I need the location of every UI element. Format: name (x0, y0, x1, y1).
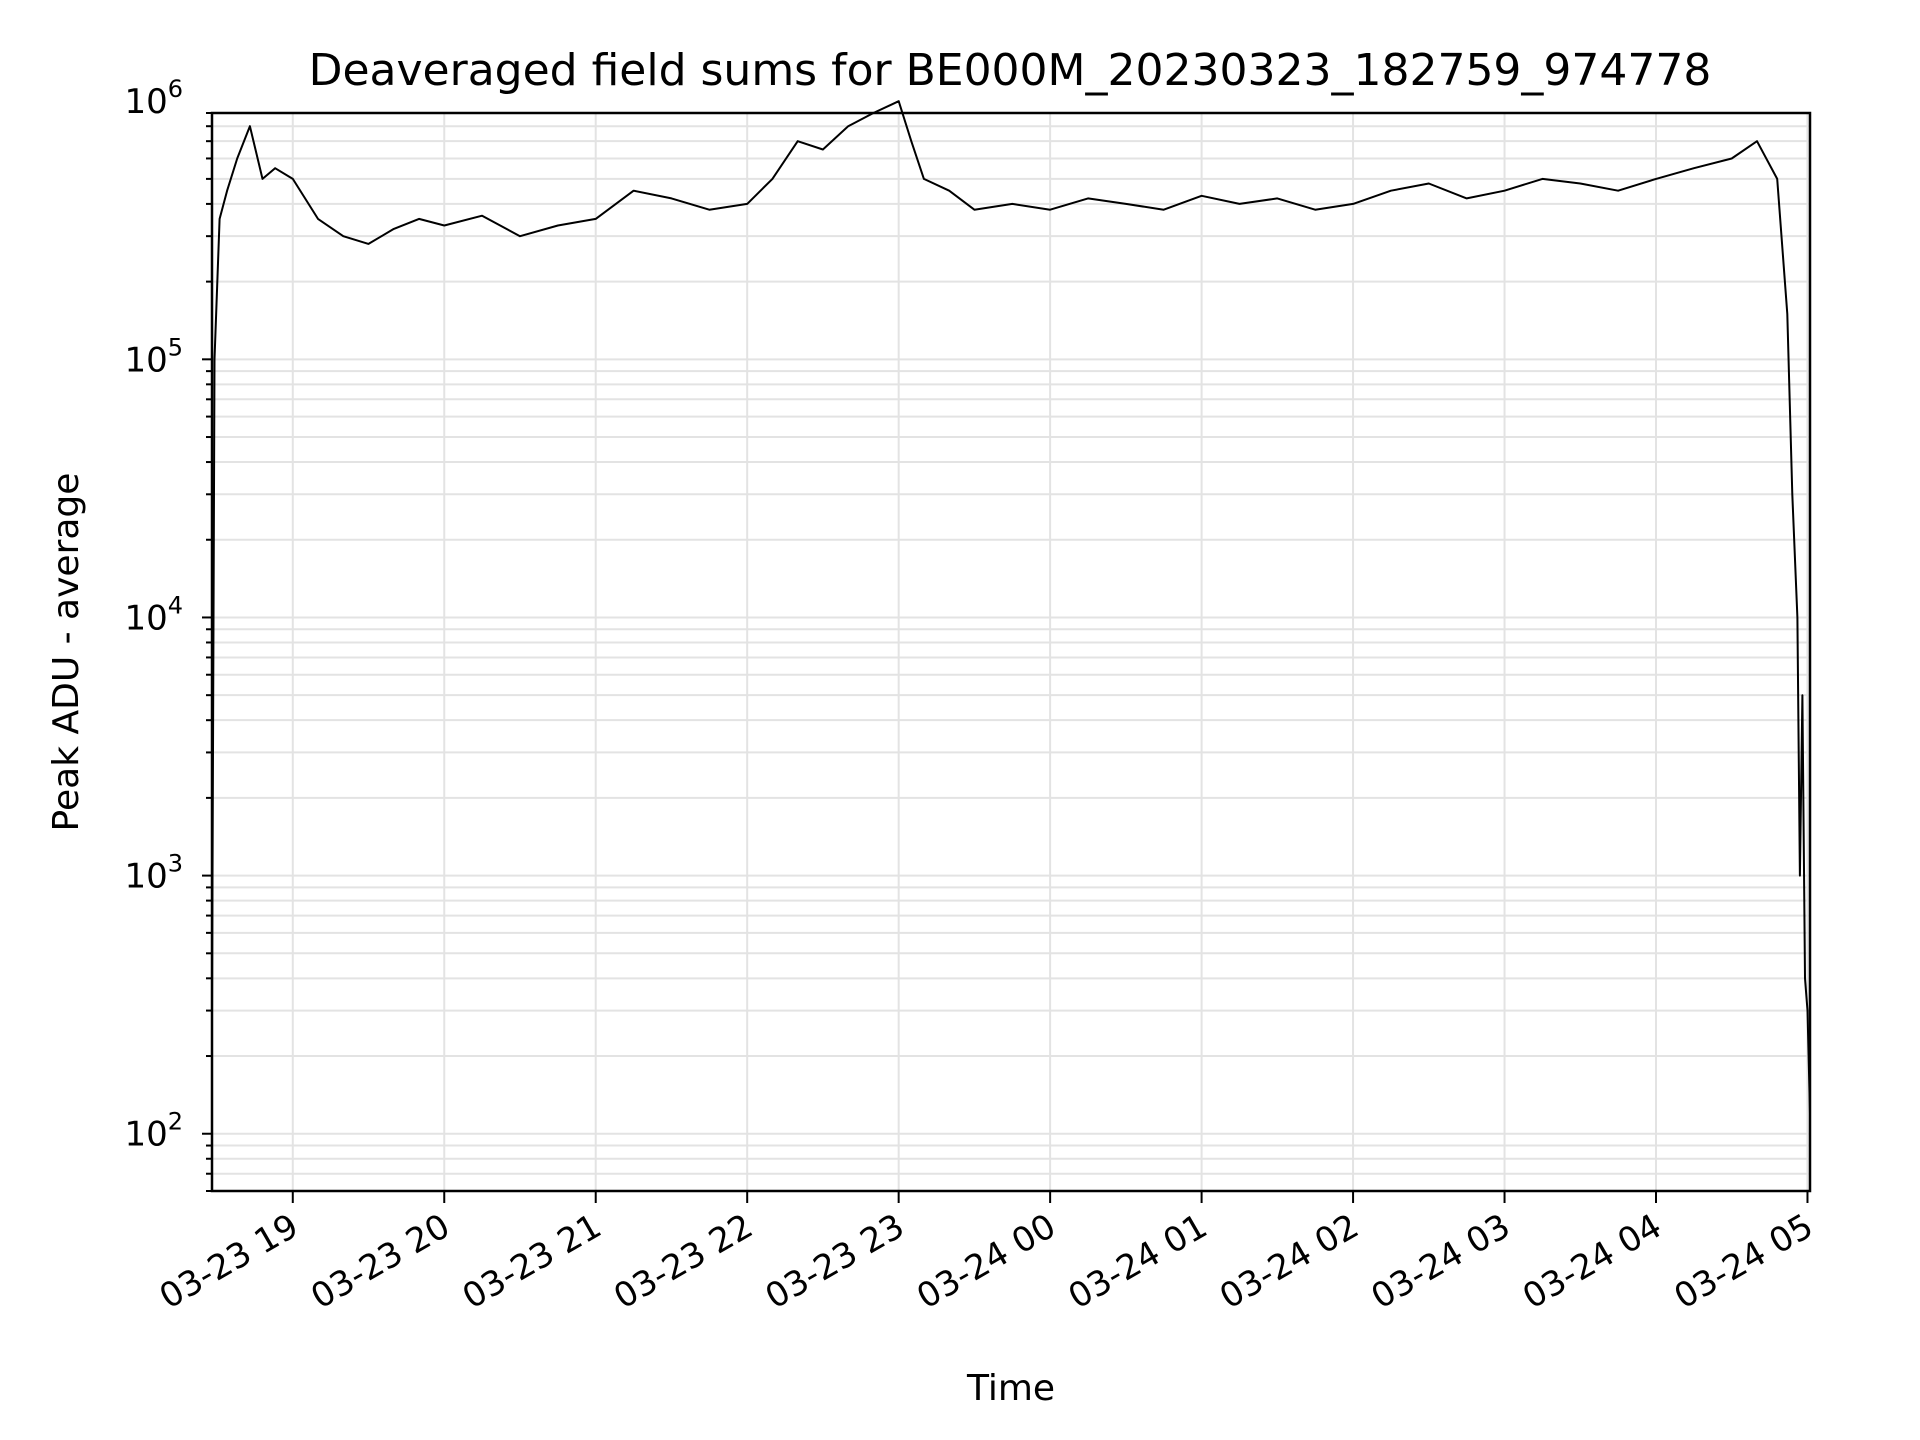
series-group (211, 100, 1811, 1114)
plot-frame (210, 111, 1812, 1193)
series-line (211, 100, 1811, 1114)
chart-title: Deaveraged field sums for BE000M_2023032… (309, 45, 1712, 96)
x-axis-label: Time (966, 1368, 1055, 1409)
y-axis-label: Peak ADU - average (46, 473, 87, 832)
y-tick-label: 105 (124, 333, 183, 380)
